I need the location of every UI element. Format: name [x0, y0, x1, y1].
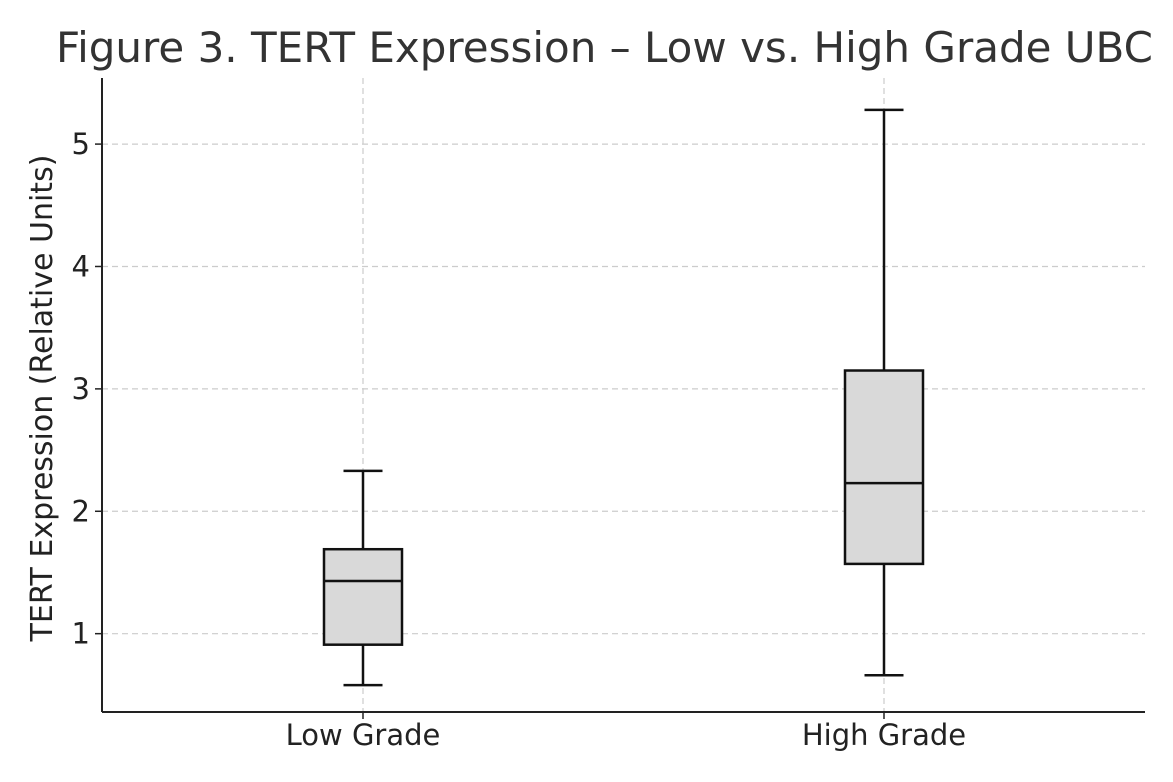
box-plot [322, 469, 404, 687]
y-axis-label: TERT Expression (Relative Units) [25, 155, 60, 643]
grid [102, 78, 1145, 712]
axes [101, 78, 1145, 713]
iqr-box [322, 547, 404, 646]
chart-title: Figure 3. TERT Expression – Low vs. High… [56, 23, 1153, 72]
y-tick-label: 4 [72, 249, 90, 283]
box-plot [843, 108, 925, 677]
x-tick-label: High Grade [802, 718, 966, 752]
iqr-box [843, 369, 925, 566]
box-plots [322, 108, 925, 687]
y-tick-label: 1 [72, 617, 90, 651]
y-tick-label: 5 [72, 127, 90, 161]
x-ticks: Low Grade High Grade [286, 712, 966, 752]
y-tick-label: 2 [72, 494, 90, 528]
y-tick-label: 3 [72, 372, 90, 406]
x-tick-label: Low Grade [286, 718, 441, 752]
y-ticks: 1 2 3 4 5 [72, 127, 102, 651]
